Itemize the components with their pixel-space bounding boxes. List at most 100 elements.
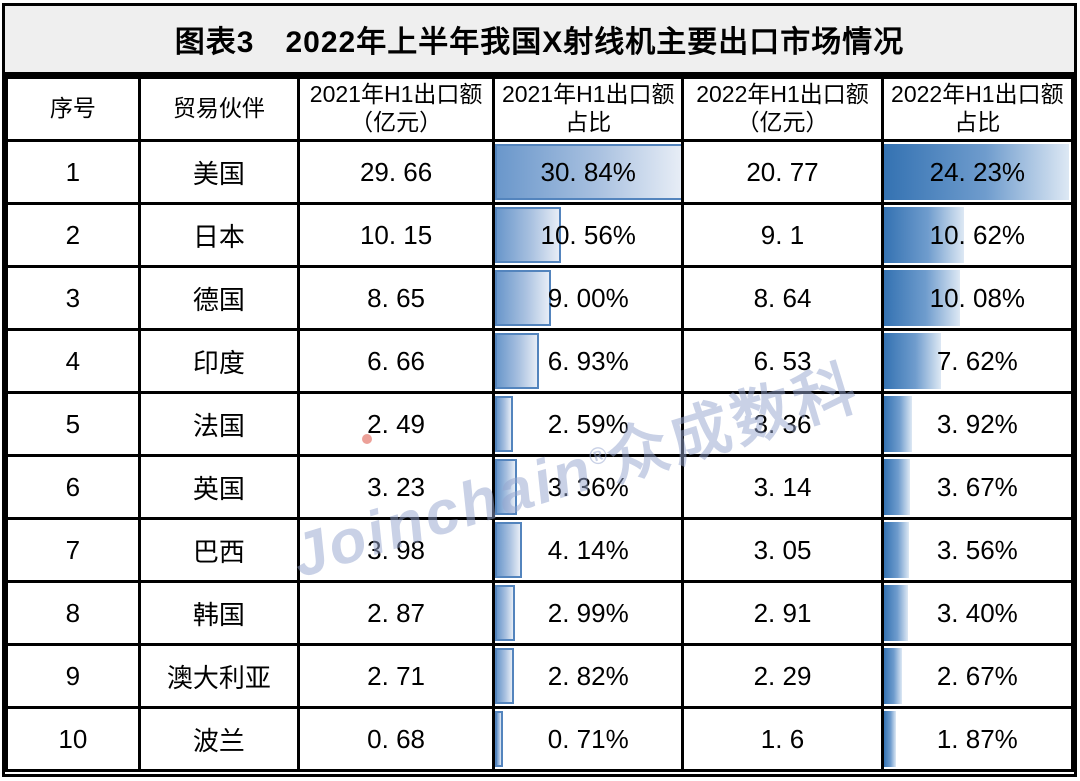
data-bar	[496, 585, 516, 641]
row-number-cell: 7	[5, 517, 141, 583]
row-number-cell: 10	[5, 706, 141, 772]
data-bar	[885, 333, 941, 389]
data-bar	[885, 711, 897, 767]
percent-label: 1. 87%	[936, 723, 1018, 754]
row-number-cell: 4	[5, 328, 141, 394]
percent-label: 4. 14%	[547, 534, 629, 565]
share-2022-cell: 10. 08%	[880, 265, 1075, 331]
data-bar	[885, 648, 903, 704]
column-header-line2: （亿元）	[736, 109, 829, 135]
trade-partner-cell: 法国	[137, 391, 301, 457]
row-number-cell: 9	[5, 643, 141, 709]
data-bar	[885, 522, 910, 578]
table-title: 图表3 2022年上半年我国X射线机主要出口市场情况	[5, 6, 1074, 76]
percent-label: 10. 08%	[929, 282, 1026, 313]
export-value-2021-cell: 0. 68	[297, 706, 496, 772]
export-market-table: 序号 贸易伙伴 2021年H1出口额 （亿元） 2021年H1出口额 占比 2022年H1出…	[5, 76, 1075, 772]
table-row: 5 法国 2. 49 2. 59% 3. 36 3. 92%	[5, 391, 1075, 457]
row-number-cell: 3	[5, 265, 141, 331]
column-header-line2: 占比	[565, 109, 612, 135]
export-value-2021-cell: 8. 65	[297, 265, 496, 331]
export-value-2022-cell: 3. 36	[681, 391, 884, 457]
share-2022-cell: 24. 23%	[880, 139, 1075, 205]
table-row: 1 美国 29. 66 30. 84% 20. 77 24. 23%	[5, 139, 1075, 205]
data-bar	[496, 459, 518, 515]
export-value-2022-cell: 1. 6	[681, 706, 884, 772]
column-header-1: 贸易伙伴	[137, 76, 301, 142]
row-number-cell: 1	[5, 139, 141, 205]
column-header-line1: 2021年H1出口额	[309, 81, 483, 108]
percent-label: 2. 82%	[547, 660, 629, 691]
table-row: 6 英国 3. 23 3. 36% 3. 14 3. 67%	[5, 454, 1075, 520]
export-value-2021-cell: 3. 98	[297, 517, 496, 583]
percent-label: 3. 92%	[936, 408, 1018, 439]
export-value-2021-cell: 2. 71	[297, 643, 496, 709]
percent-label: 30. 84%	[540, 156, 636, 187]
share-2022-cell: 3. 67%	[880, 454, 1075, 520]
percent-label: 2. 99%	[547, 597, 629, 628]
percent-label: 3. 56%	[936, 534, 1018, 565]
column-header-5: 2022年H1出口额 占比	[880, 76, 1075, 142]
trade-partner-cell: 英国	[137, 454, 301, 520]
table-row: 2 日本 10. 15 10. 56% 9. 1 10. 62%	[5, 202, 1075, 268]
export-value-2022-cell: 9. 1	[681, 202, 884, 268]
share-2021-cell: 2. 99%	[492, 580, 685, 646]
row-number-cell: 2	[5, 202, 141, 268]
percent-label: 6. 93%	[547, 345, 629, 376]
table-sheet: 图表3 2022年上半年我国X射线机主要出口市场情况 序号 贸易伙伴 2021年H1…	[2, 3, 1077, 777]
export-value-2021-cell: 2. 87	[297, 580, 496, 646]
data-bar	[885, 144, 1069, 200]
share-2021-cell: 9. 00%	[492, 265, 685, 331]
share-2021-cell: 6. 93%	[492, 328, 685, 394]
column-header-line1: 贸易伙伴	[172, 95, 265, 122]
export-value-2021-cell: 10. 15	[297, 202, 496, 268]
column-header-4: 2022年H1出口额 （亿元）	[681, 76, 884, 142]
percent-label: 9. 00%	[547, 282, 629, 313]
share-2021-cell: 0. 71%	[492, 706, 685, 772]
table-row: 9 澳大利亚 2. 71 2. 82% 2. 29 2. 67%	[5, 643, 1075, 709]
percent-label: 24. 23%	[929, 156, 1026, 187]
trade-partner-cell: 巴西	[137, 517, 301, 583]
export-value-2022-cell: 3. 14	[681, 454, 884, 520]
share-2022-cell: 3. 56%	[880, 517, 1075, 583]
column-header-line1: 2022年H1出口额	[696, 81, 869, 108]
export-value-2022-cell: 2. 29	[681, 643, 884, 709]
trade-partner-cell: 韩国	[137, 580, 301, 646]
trade-partner-cell: 美国	[137, 139, 301, 205]
column-header-3: 2021年H1出口额 占比	[492, 76, 685, 142]
share-2021-cell: 2. 82%	[492, 643, 685, 709]
column-header-line1: 2022年H1出口额	[891, 81, 1064, 108]
share-2022-cell: 7. 62%	[880, 328, 1075, 394]
share-2022-cell: 10. 62%	[880, 202, 1075, 268]
export-value-2021-cell: 3. 23	[297, 454, 496, 520]
column-header-2: 2021年H1出口额 （亿元）	[297, 76, 496, 142]
share-2021-cell: 2. 59%	[492, 391, 685, 457]
percent-label: 0. 71%	[547, 723, 629, 754]
percent-label: 10. 56%	[540, 219, 636, 250]
share-2022-cell: 2. 67%	[880, 643, 1075, 709]
export-value-2021-cell: 6. 66	[297, 328, 496, 394]
table-header-row: 序号 贸易伙伴 2021年H1出口额 （亿元） 2021年H1出口额 占比 2022年H1出…	[5, 76, 1075, 142]
data-bar	[496, 711, 504, 767]
data-bar	[496, 648, 515, 704]
share-2021-cell: 10. 56%	[492, 202, 685, 268]
column-header-0: 序号	[5, 76, 141, 142]
row-number-cell: 6	[5, 454, 141, 520]
trade-partner-cell: 澳大利亚	[137, 643, 301, 709]
table-row: 10 波兰 0. 68 0. 71% 1. 6 1. 87%	[5, 706, 1075, 772]
data-bar	[885, 459, 911, 515]
percent-label: 3. 40%	[936, 597, 1018, 628]
trade-partner-cell: 波兰	[137, 706, 301, 772]
column-header-line2: 占比	[954, 109, 1001, 135]
column-header-line1: 序号	[49, 95, 96, 122]
share-2021-cell: 4. 14%	[492, 517, 685, 583]
data-bar	[885, 270, 960, 326]
share-2021-cell: 3. 36%	[492, 454, 685, 520]
export-value-2022-cell: 2. 91	[681, 580, 884, 646]
data-bar	[496, 396, 513, 452]
export-value-2022-cell: 8. 64	[681, 265, 884, 331]
trade-partner-cell: 印度	[137, 328, 301, 394]
export-value-2022-cell: 20. 77	[681, 139, 884, 205]
trade-partner-cell: 德国	[137, 265, 301, 331]
